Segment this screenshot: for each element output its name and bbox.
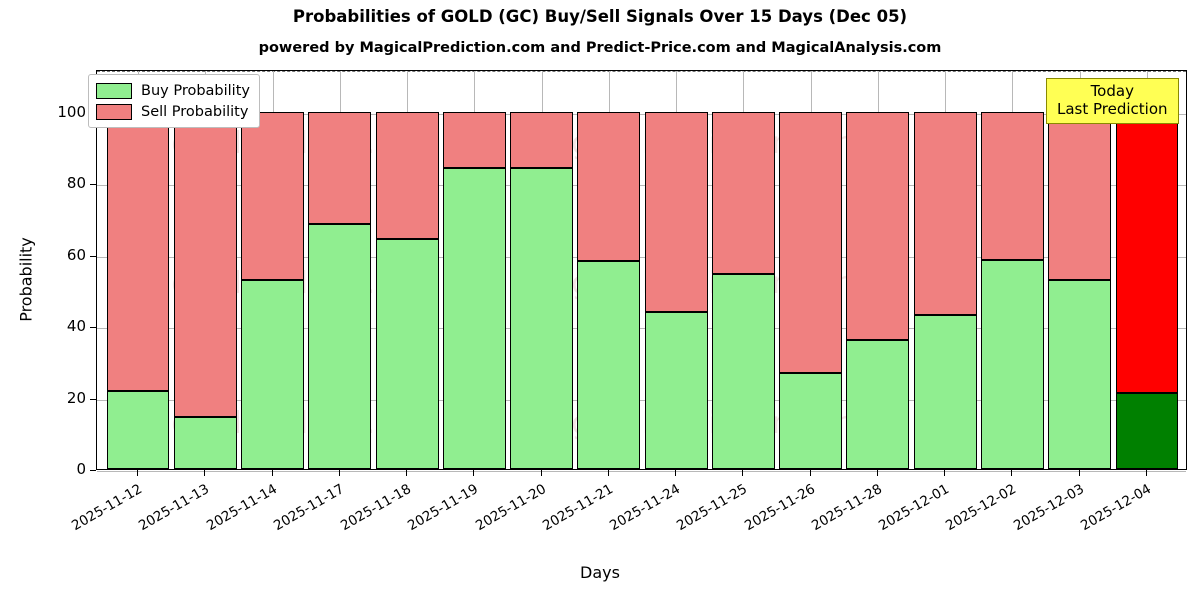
bar-segment-buy [1048,279,1112,469]
bar-segment-sell [577,111,641,261]
x-tick-mark-2025-11-24 [675,470,677,476]
legend-item-buy[interactable]: Buy Probability [96,80,250,101]
bar-segment-sell [173,111,237,418]
bar-segment-buy [375,239,439,469]
x-tick-mark-2025-11-20 [540,470,542,476]
bar-2025-11-28[interactable] [846,69,910,469]
bar-2025-11-20[interactable] [510,69,574,469]
bar-segment-sell [375,111,439,240]
today-annotation-line1: Today [1090,82,1134,100]
bar-2025-11-17[interactable] [308,69,372,469]
bar-2025-11-19[interactable] [442,69,506,469]
bar-segment-sell [913,111,977,315]
bar-2025-12-02[interactable] [980,69,1044,469]
bar-segment-buy [577,260,641,469]
bar-segment-sell [846,111,910,341]
x-tick-mark-2025-11-12 [137,470,139,476]
bar-2025-12-04[interactable] [1115,69,1179,469]
y-tick-label-40: 40 [66,317,86,336]
bar-segment-buy [241,279,304,469]
gridline-y-100 [97,113,1186,115]
chart-legend: Buy Probability Sell Probability [88,74,260,128]
y-tick-label-0: 0 [76,460,86,478]
x-tick-mark-2025-11-18 [406,470,408,476]
chart-subtitle: powered by MagicalPrediction.com and Pre… [258,40,942,56]
y-tick-mark-40 [90,327,96,329]
bar-segment-buy [779,372,843,469]
x-tick-mark-2025-11-25 [742,470,744,476]
y-tick-label-60: 60 [66,245,86,264]
bar-segment-buy [106,391,170,469]
x-tick-mark-2025-12-02 [1011,470,1013,476]
bar-segment-buy [510,168,574,469]
bar-segment-sell [241,111,304,280]
today-annotation-line2: Last Prediction [1057,99,1168,118]
bar-segment-sell [779,111,843,373]
today-annotation: Today Last Prediction [1046,78,1179,125]
legend-swatch-buy [96,82,132,99]
legend-label-sell: Sell Probability [141,103,249,120]
bar-2025-11-25[interactable] [711,69,775,469]
y-tick-label-80: 80 [66,174,86,193]
gridline-y-0 [97,471,1186,472]
plot-area: MagicalAnalysis.comMagicalPrediction.com… [96,69,1187,472]
y-tick-mark-60 [90,255,96,257]
bar-2025-11-14[interactable] [241,69,304,469]
y-tick-mark-80 [90,184,96,186]
bar-segment-sell [308,111,372,225]
bar-segment-buy [980,259,1044,469]
legend-swatch-sell [96,103,132,120]
y-tick-mark-0 [90,470,96,471]
bar-segment-sell [106,111,170,392]
x-tick-mark-2025-11-19 [473,470,475,476]
x-tick-mark-2025-11-13 [204,470,206,476]
bar-segment-sell [711,111,775,275]
y-axis-label: Probability [16,237,36,322]
legend-label-buy: Buy Probability [141,82,250,99]
x-tick-mark-2025-12-04 [1145,470,1147,476]
chart-title: Probabilities of GOLD (GC) Buy/Sell Sign… [292,7,908,26]
bar-segment-buy [644,311,708,469]
y-tick-mark-20 [90,398,96,400]
bar-segment-sell [644,111,708,312]
gridline-y-60 [97,256,1186,258]
gridline-y-40 [97,328,1186,330]
x-axis-label: Days [580,563,620,582]
x-tick-mark-2025-12-03 [1078,470,1080,476]
x-tick-mark-2025-11-17 [338,470,340,476]
bar-2025-12-01[interactable] [913,69,977,469]
bar-segment-sell [510,111,574,169]
bar-segment-buy [173,417,237,469]
bar-2025-11-13[interactable] [173,69,237,469]
bar-segment-buy [442,167,506,469]
bar-segment-sell [442,111,506,168]
gridline-y-80 [97,185,1186,187]
bar-segment-buy [1115,392,1179,469]
bar-segment-buy [308,224,372,469]
reference-dashed-line [97,71,1186,72]
bar-2025-11-21[interactable] [577,69,641,469]
bar-segment-buy [711,274,775,469]
x-tick-mark-2025-12-01 [944,470,946,476]
bar-segment-sell [1048,111,1112,280]
bar-2025-11-24[interactable] [644,69,708,469]
y-tick-label-100: 100 [57,102,86,121]
bar-segment-sell [980,111,1044,260]
y-tick-label-20: 20 [66,388,86,407]
x-tick-mark-2025-11-28 [876,470,878,476]
x-tick-mark-2025-11-21 [607,470,609,476]
gridline-y-20 [97,399,1186,401]
x-tick-mark-2025-11-26 [809,470,811,476]
x-tick-mark-2025-11-14 [271,470,273,476]
bar-2025-11-12[interactable] [106,69,170,469]
legend-item-sell[interactable]: Sell Probability [96,101,250,122]
bar-2025-11-26[interactable] [779,69,843,469]
bar-segment-buy [846,340,910,469]
bar-segment-sell [1115,111,1179,393]
bar-segment-buy [913,314,977,469]
bar-2025-11-18[interactable] [375,69,439,469]
bar-2025-12-03[interactable] [1048,69,1112,469]
